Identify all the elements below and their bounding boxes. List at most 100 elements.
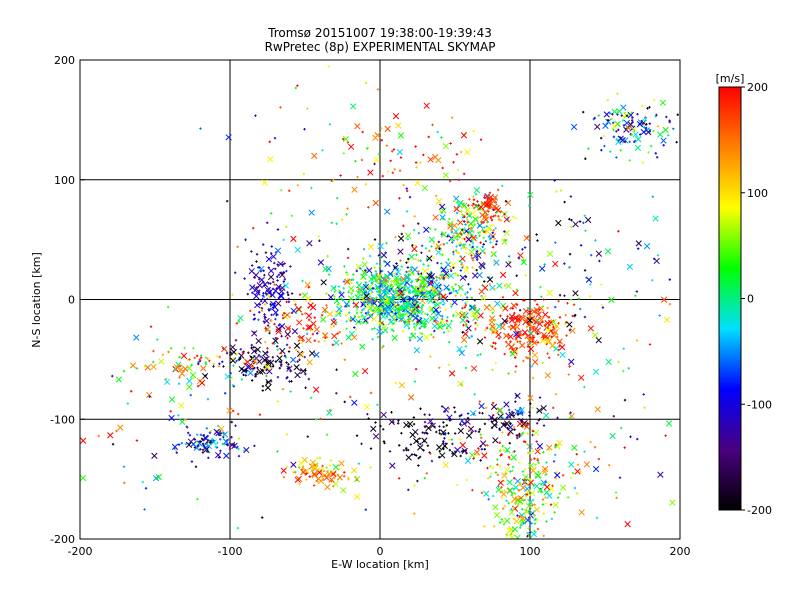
data-point-cross <box>397 132 405 139</box>
data-point-plus <box>299 338 302 341</box>
data-point-cross <box>274 247 282 254</box>
data-point-cross <box>594 123 601 130</box>
data-point-plus <box>393 301 396 305</box>
data-point-plus <box>335 222 338 225</box>
data-point-plus <box>326 254 329 258</box>
data-point-plus <box>583 269 587 272</box>
data-point-plus <box>581 110 585 114</box>
data-point-plus <box>397 285 400 288</box>
data-point-plus <box>525 356 528 359</box>
data-point-cross <box>509 350 516 357</box>
data-point-cross <box>482 213 489 220</box>
data-point-plus <box>536 527 540 531</box>
data-point-plus <box>478 400 481 403</box>
data-point-cross <box>412 314 419 322</box>
data-point-plus <box>175 451 178 454</box>
data-point-plus <box>413 380 417 383</box>
data-point-plus <box>342 152 345 155</box>
data-point-cross <box>522 421 529 429</box>
colorbar-tick-label: 0 <box>747 293 754 306</box>
data-point-cross <box>400 296 407 303</box>
data-point-plus <box>355 311 359 315</box>
data-point-plus <box>510 500 514 504</box>
data-point-plus <box>360 293 364 297</box>
data-point-cross <box>436 323 444 330</box>
data-point-plus <box>421 296 425 299</box>
data-point-plus <box>419 442 422 446</box>
data-point-plus <box>414 328 417 331</box>
data-point-plus <box>536 320 539 323</box>
data-point-plus <box>459 454 462 458</box>
data-point-plus <box>531 376 535 380</box>
data-point-plus <box>421 310 424 314</box>
data-point-plus <box>408 290 411 293</box>
data-point-plus <box>178 376 181 379</box>
data-point-plus <box>524 274 527 277</box>
data-point-plus <box>463 220 466 223</box>
data-point-plus <box>298 293 302 296</box>
data-point-plus <box>460 413 463 417</box>
data-point-cross <box>370 315 378 323</box>
data-point-plus <box>448 179 452 183</box>
data-point-cross <box>506 479 513 486</box>
data-point-cross <box>626 263 633 270</box>
data-point-cross <box>348 285 355 292</box>
data-point-plus <box>492 261 496 264</box>
data-point-cross <box>373 156 380 163</box>
data-point-cross <box>514 534 521 539</box>
data-point-plus <box>249 309 252 313</box>
data-point-cross <box>447 220 454 227</box>
data-point-plus <box>257 289 261 293</box>
data-point-cross <box>419 291 426 298</box>
data-point-cross <box>426 272 433 279</box>
data-point-cross <box>595 250 603 257</box>
data-point-cross <box>389 462 396 469</box>
data-point-plus <box>531 313 534 317</box>
data-point-plus <box>630 111 633 114</box>
data-point-plus <box>511 465 515 469</box>
data-point-plus <box>263 313 266 316</box>
data-point-plus <box>135 439 139 442</box>
data-point-cross <box>663 316 671 323</box>
data-point-plus <box>427 264 430 267</box>
data-point-plus <box>509 307 512 310</box>
data-point-plus <box>265 368 268 372</box>
data-point-plus <box>472 230 475 234</box>
data-point-plus <box>510 324 514 328</box>
data-point-cross <box>367 243 375 251</box>
data-point-plus <box>122 465 126 468</box>
data-point-cross <box>426 255 433 262</box>
data-point-plus <box>525 494 528 498</box>
data-point-cross <box>483 201 491 208</box>
data-point-plus <box>507 455 511 459</box>
data-point-cross <box>506 527 513 534</box>
data-point-plus <box>270 319 273 322</box>
data-point-cross <box>222 438 230 445</box>
data-point-plus <box>656 254 660 257</box>
data-point-plus <box>423 425 427 428</box>
data-point-plus <box>583 385 586 389</box>
data-point-plus <box>569 298 573 301</box>
data-point-plus <box>579 470 582 474</box>
data-point-plus <box>489 327 492 331</box>
data-point-cross <box>290 461 297 468</box>
data-point-plus <box>196 433 199 436</box>
data-point-plus <box>294 86 298 90</box>
data-point-plus <box>317 468 321 471</box>
data-point-plus <box>396 307 399 311</box>
data-point-plus <box>615 496 618 500</box>
data-point-cross <box>555 219 562 227</box>
data-point-cross <box>421 184 429 192</box>
data-point-plus <box>514 338 518 341</box>
data-point-plus <box>426 313 429 316</box>
data-point-plus <box>526 356 530 360</box>
colorbar-label: [m/s] <box>716 72 745 85</box>
data-point-plus <box>316 480 319 483</box>
data-point-plus <box>440 136 443 139</box>
data-point-plus <box>380 127 383 130</box>
data-point-cross <box>643 243 651 250</box>
data-point-plus <box>498 521 502 524</box>
data-point-plus <box>570 218 573 222</box>
data-point-plus <box>419 332 422 335</box>
data-point-cross <box>387 318 395 325</box>
